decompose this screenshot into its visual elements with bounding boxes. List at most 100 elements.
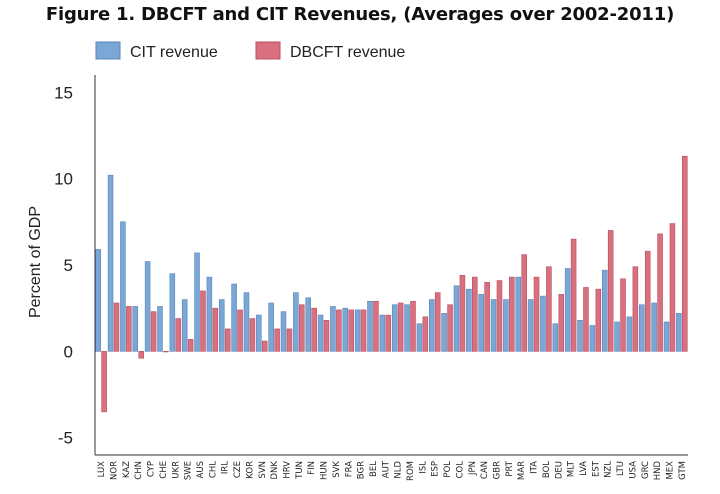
bar-cit-ita xyxy=(527,299,534,352)
x-tick-label: ISL xyxy=(418,461,428,474)
x-tick-label: EST xyxy=(591,460,601,477)
bar-cit-irl xyxy=(218,299,225,352)
bar-dbcft-prt xyxy=(509,276,515,352)
bar-cit-prt xyxy=(503,299,509,352)
x-tick-label: LVA xyxy=(579,461,589,476)
bar-dbcft-mar xyxy=(521,254,527,352)
bar-dbcft-isl xyxy=(422,316,429,352)
bar-dbcft-dnk xyxy=(274,328,280,352)
x-tick-label: SVK xyxy=(332,461,342,478)
bar-cit-svk xyxy=(330,306,336,352)
bar-dbcft-rom xyxy=(410,300,416,352)
bar-dbcft-hrv xyxy=(286,328,293,352)
y-tick-label: 15 xyxy=(54,83,73,102)
bar-dbcft-nzl xyxy=(607,230,614,352)
x-tick-label: SWE xyxy=(184,461,194,480)
legend-label-cit: CIT revenue xyxy=(130,44,218,61)
legend-swatch-cit xyxy=(95,41,121,60)
bar-dbcft-chn xyxy=(138,351,144,359)
bar-cit-cyp xyxy=(144,261,151,352)
bar-dbcft-lva xyxy=(583,287,589,352)
bar-cit-bol xyxy=(540,295,546,352)
bar-cit-svn xyxy=(256,314,262,352)
bar-dbcft-esp xyxy=(434,292,441,352)
bar-cit-grc xyxy=(639,304,645,352)
bar-dbcft-usa xyxy=(632,266,639,352)
x-tick-label: COL xyxy=(455,461,465,479)
bar-dbcft-est xyxy=(595,288,602,352)
x-tick-label: CYP xyxy=(147,461,157,477)
bar-cit-isl xyxy=(416,323,423,352)
bar-dbcft-chl xyxy=(212,307,219,352)
chart-title: Figure 1. DBCFT and CIT Revenues, (Avera… xyxy=(45,4,675,25)
x-tick-label: JPN xyxy=(468,461,478,476)
bar-cit-pol xyxy=(441,313,447,352)
bar-dbcft-col xyxy=(459,275,466,352)
bar-dbcft-gbr xyxy=(496,280,503,352)
x-tick-label: ESP xyxy=(431,461,441,477)
x-tick-label: CHN xyxy=(134,461,144,480)
bar-cit-jpn xyxy=(466,288,472,352)
bar-dbcft-aut xyxy=(385,314,392,352)
bar-dbcft-mlt xyxy=(570,238,577,352)
bar-dbcft-che xyxy=(163,351,169,353)
bar-cit-cze xyxy=(231,283,237,352)
bar-cit-che xyxy=(157,306,163,352)
bars xyxy=(95,155,688,413)
x-tick-label: UKR xyxy=(171,461,181,479)
x-tick-label: CHL xyxy=(208,461,218,478)
bar-dbcft-bgr xyxy=(360,309,367,352)
x-tick-label: KOR xyxy=(245,461,255,479)
bar-dbcft-fra xyxy=(348,309,355,352)
bar-dbcft-ltu xyxy=(620,278,626,352)
x-tick-label: BEL xyxy=(369,461,379,477)
x-tick-label: DEU xyxy=(554,461,564,479)
bar-cit-nld xyxy=(391,304,398,352)
bar-cit-mar xyxy=(515,276,522,352)
bar-cit-kaz xyxy=(120,221,126,352)
bar-cit-fra xyxy=(342,307,349,352)
bar-cit-usa xyxy=(626,316,633,352)
x-tick-label: NLD xyxy=(394,461,404,479)
bar-cit-hnd xyxy=(651,302,657,352)
bar-dbcft-nld xyxy=(397,302,404,352)
x-tick-label: HND xyxy=(653,461,663,481)
x-tick-label: LUX xyxy=(97,461,107,478)
bar-cit-aut xyxy=(379,314,386,352)
bar-dbcft-svk xyxy=(336,309,342,352)
x-tick-label: CAN xyxy=(480,461,490,479)
bar-dbcft-swe xyxy=(187,338,194,352)
bar-cit-fin xyxy=(305,297,312,352)
bar-dbcft-hun xyxy=(323,319,330,352)
y-ticks: -5 0 5 10 15 xyxy=(54,83,73,447)
bar-dbcft-tun xyxy=(299,304,305,352)
bar-cit-chl xyxy=(206,276,213,352)
bar-dbcft-deu xyxy=(558,294,565,352)
x-tick-label: AUT xyxy=(381,460,391,478)
bar-cit-kor xyxy=(243,292,250,352)
bar-cit-bel xyxy=(367,300,373,352)
bar-dbcft-kor xyxy=(249,318,256,352)
x-tick-label: BGR xyxy=(357,461,367,479)
bar-cit-rom xyxy=(404,304,410,352)
bar-dbcft-irl xyxy=(224,328,231,352)
x-tick-label: TUN xyxy=(295,461,305,480)
x-tick-label: AUS xyxy=(196,461,206,478)
bar-cit-nor xyxy=(107,174,114,352)
x-tick-label: MLT xyxy=(567,460,577,477)
bar-cit-can xyxy=(478,294,484,352)
y-tick-label: -5 xyxy=(58,429,73,448)
bar-dbcft-kaz xyxy=(126,306,132,352)
x-tick-label: HRV xyxy=(282,461,292,479)
x-tick-label: SVN xyxy=(258,461,268,479)
bar-cit-mlt xyxy=(564,268,571,352)
legend-label-dbcft: DBCFT revenue xyxy=(290,44,405,61)
x-tick-label: CZE xyxy=(233,461,243,478)
bar-cit-bgr xyxy=(354,309,361,352)
bar-dbcft-fin xyxy=(311,307,317,352)
bar-dbcft-ukr xyxy=(175,318,182,352)
x-tick-label: POL xyxy=(443,461,453,478)
bar-cit-nzl xyxy=(601,269,608,352)
x-tick-label: BOL xyxy=(542,461,552,478)
x-tick-label: CHE xyxy=(159,461,169,479)
